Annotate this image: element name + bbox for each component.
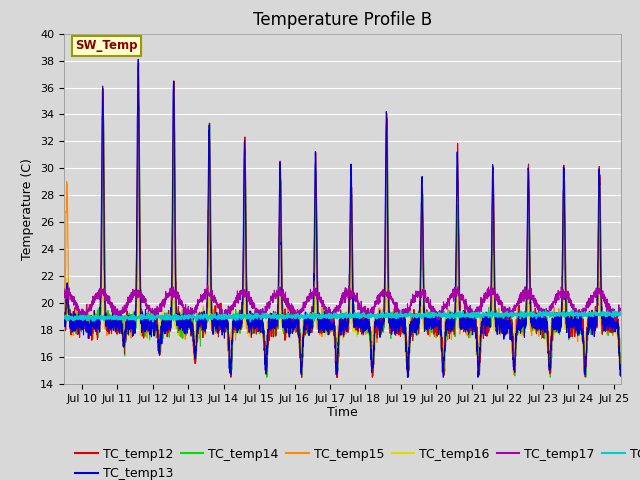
Line: TC_temp17: TC_temp17 — [64, 286, 621, 323]
TC_temp16 — [124, 324, 131, 330]
TC_temp15 — [606, 323, 614, 329]
TC_temp18 — [298, 313, 306, 319]
Line: TC_temp14: TC_temp14 — [64, 103, 621, 377]
TC_temp12 — [274, 316, 282, 322]
TC_temp13 — [547, 360, 554, 366]
TC_temp16 — [168, 252, 176, 258]
TC_temp17 — [606, 307, 614, 312]
TC_temp17 — [274, 290, 282, 296]
Line: TC_temp16: TC_temp16 — [64, 255, 621, 367]
TC_temp18 — [606, 311, 614, 317]
TC_temp12 — [227, 374, 235, 380]
TC_temp12 — [124, 318, 131, 324]
TC_temp12 — [60, 321, 68, 327]
TC_temp18 — [124, 314, 131, 320]
TC_temp18 — [547, 311, 554, 317]
TC_temp15 — [617, 351, 625, 357]
TC_temp12 — [298, 364, 306, 370]
TC_temp17 — [157, 309, 164, 314]
TC_temp13 — [60, 321, 68, 326]
TC_temp17 — [124, 300, 131, 306]
TC_temp13 — [298, 363, 306, 369]
TC_temp14 — [60, 319, 68, 325]
TC_temp13 — [606, 319, 614, 324]
TC_temp14 — [547, 374, 554, 380]
TC_temp17 — [328, 320, 336, 326]
TC_temp14 — [124, 324, 131, 329]
TC_temp14 — [262, 374, 270, 380]
TC_temp16 — [617, 342, 625, 348]
TC_temp17 — [298, 308, 306, 313]
TC_temp15 — [134, 150, 141, 156]
TC_temp18 — [542, 308, 550, 313]
TC_temp14 — [298, 372, 306, 378]
TC_temp16 — [274, 303, 282, 309]
TC_temp13 — [134, 56, 142, 62]
TC_temp16 — [606, 312, 614, 317]
TC_temp18 — [157, 316, 164, 322]
Line: TC_temp12: TC_temp12 — [64, 63, 621, 377]
TC_temp12 — [547, 365, 554, 371]
TC_temp17 — [617, 307, 625, 312]
TC_temp15 — [124, 328, 131, 334]
Title: Temperature Profile B: Temperature Profile B — [253, 11, 432, 29]
Line: TC_temp15: TC_temp15 — [64, 153, 621, 375]
Y-axis label: Temperature (C): Temperature (C) — [22, 158, 35, 260]
TC_temp12 — [157, 332, 164, 338]
TC_temp13 — [157, 331, 164, 337]
TC_temp18 — [246, 319, 254, 325]
TC_temp13 — [124, 316, 131, 322]
TC_temp17 — [547, 307, 554, 312]
TC_temp18 — [274, 313, 282, 319]
TC_temp18 — [617, 312, 625, 317]
TC_temp14 — [135, 100, 143, 106]
TC_temp14 — [274, 326, 282, 332]
TC_temp14 — [617, 368, 625, 374]
TC_temp15 — [157, 328, 164, 334]
TC_temp12 — [606, 323, 614, 329]
TC_temp16 — [60, 312, 68, 317]
TC_temp14 — [606, 324, 614, 329]
TC_temp16 — [547, 337, 554, 343]
TC_temp16 — [298, 339, 306, 345]
TC_temp14 — [157, 349, 164, 355]
TC_temp13 — [404, 374, 412, 380]
TC_temp15 — [510, 372, 518, 378]
Line: TC_temp18: TC_temp18 — [64, 311, 621, 322]
Legend: TC_temp12, TC_temp13, TC_temp14, TC_temp15, TC_temp16, TC_temp17, TC_temp18: TC_temp12, TC_temp13, TC_temp14, TC_temp… — [70, 443, 640, 480]
X-axis label: Time: Time — [327, 407, 358, 420]
Text: SW_Temp: SW_Temp — [75, 39, 138, 52]
TC_temp17 — [204, 283, 212, 288]
TC_temp12 — [617, 373, 625, 379]
TC_temp16 — [157, 319, 164, 324]
Line: TC_temp13: TC_temp13 — [64, 59, 621, 377]
TC_temp13 — [274, 313, 282, 319]
TC_temp17 — [60, 286, 68, 291]
TC_temp15 — [274, 313, 282, 319]
TC_temp16 — [332, 364, 339, 370]
TC_temp15 — [547, 340, 554, 346]
TC_temp12 — [135, 60, 143, 66]
TC_temp18 — [60, 315, 68, 321]
TC_temp15 — [60, 318, 68, 324]
TC_temp15 — [298, 347, 306, 353]
TC_temp13 — [617, 362, 625, 368]
